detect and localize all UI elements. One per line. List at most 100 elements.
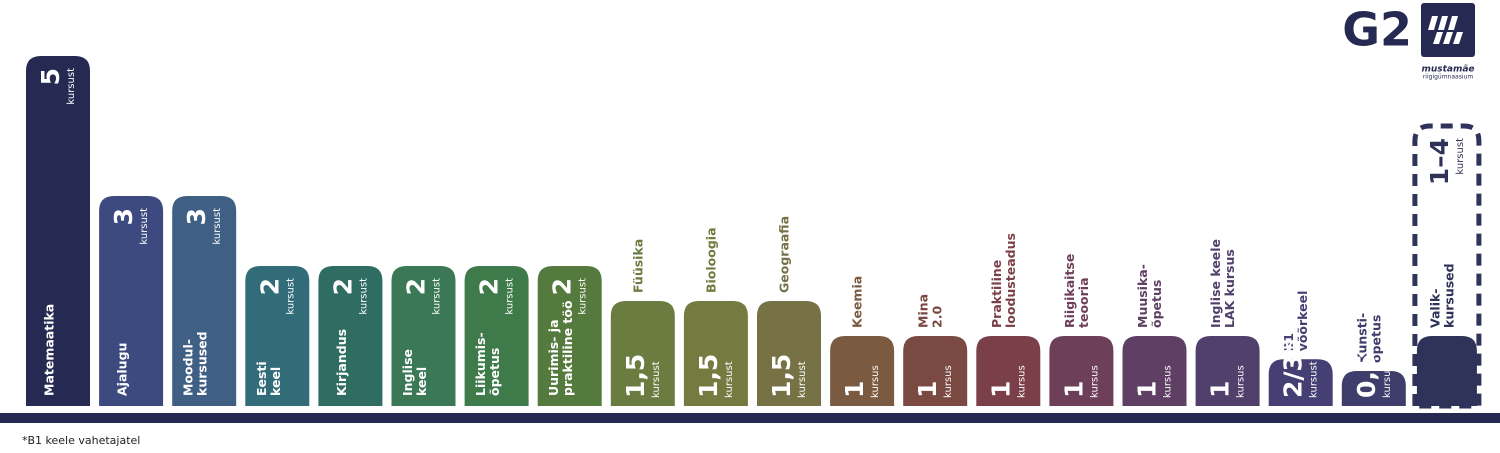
value-group: 1 kursus <box>1059 365 1100 398</box>
bar-label: Ajalugu <box>115 343 130 396</box>
bar-label-line: Bioloogia <box>703 227 718 293</box>
value-label: 1,5 <box>767 354 796 398</box>
bar-label: Bioloogia <box>703 227 718 293</box>
logo-icon <box>1428 16 1463 44</box>
bar <box>1268 359 1333 406</box>
bar-label: Füüsika <box>630 239 645 293</box>
bar-label: Riigikaitse teooria <box>1062 254 1091 328</box>
logo-mark: G2 <box>1342 3 1412 57</box>
bar-label-line: õpetus <box>487 348 502 396</box>
bar-label: Mina 2.0 <box>916 294 945 328</box>
value-label: 1 <box>913 381 942 398</box>
value-label: 1 <box>986 381 1015 398</box>
value-group: 1 kursus <box>1206 365 1247 398</box>
bar-label-line: praktiline töö <box>560 300 575 396</box>
value-label: 2 <box>548 278 577 295</box>
bar <box>683 301 748 406</box>
unit-label: kursust <box>724 361 735 398</box>
bar-label: Inglise keele LAK kursus <box>1208 239 1237 328</box>
bar-label-line: Riigikaitse <box>1062 254 1077 328</box>
value-label: 2 <box>402 278 431 295</box>
bar-label-line: Füüsika <box>630 239 645 293</box>
bar-label-line: Kunsti- <box>1354 313 1369 363</box>
value-group: 2 kursust <box>255 278 296 315</box>
bar-label-line: keel <box>414 367 429 396</box>
bar <box>903 336 968 406</box>
bar-label-line: kursused <box>195 331 210 396</box>
bar-label-line: Uurimis- ja <box>546 319 561 396</box>
bar-label-line: Liikumis- <box>473 332 488 396</box>
unit-label: kursust <box>505 278 516 315</box>
unit-label: kursust <box>1382 361 1393 398</box>
value-group: 2 kursust <box>328 278 369 315</box>
unit-label: kursust <box>651 361 662 398</box>
bar-label-line: Geograafia <box>777 216 792 293</box>
bar <box>610 301 675 406</box>
unit-label: kursus <box>1016 365 1027 398</box>
value-label: 1 <box>1133 381 1162 398</box>
bar-label: Kirjandus <box>334 329 349 396</box>
bar-label-line: Eesti <box>254 361 269 396</box>
footnote: *B1 keele vahetajatel <box>22 434 140 447</box>
bar-label: Inglise keel <box>400 349 429 396</box>
bar <box>172 196 237 406</box>
unit-label: kursust <box>212 208 223 245</box>
unit-label: kursust <box>578 278 589 315</box>
baseline-band <box>0 413 1500 423</box>
bar-label-line: keel <box>268 367 283 396</box>
bar-label: Matemaatika <box>42 304 57 396</box>
value-label: 2 <box>328 278 357 295</box>
range-outline <box>1412 123 1482 409</box>
unit-label: kursust <box>1455 138 1466 175</box>
unit-label: kursus <box>943 365 954 398</box>
bar-label: Uurimis- ja praktiline töö <box>546 300 575 396</box>
value-group: 3 kursust <box>109 208 150 245</box>
bar-label-line: 2.0 <box>930 306 945 328</box>
bar-label: Muusika-õpetus <box>1135 264 1164 328</box>
bar-label: Moodul-kursused <box>181 331 210 396</box>
value-group: 2 kursust <box>548 278 589 315</box>
bar <box>1416 336 1477 406</box>
value-label: 1,5 <box>694 354 723 398</box>
bar-label-line: B1 <box>1281 333 1296 351</box>
value-group: 0,5 kursust <box>1352 354 1393 398</box>
bar-label-line: Matemaatika <box>42 304 57 396</box>
bar-label-line: õpetus <box>1149 280 1164 328</box>
bar <box>830 336 895 406</box>
value-label: 1,5 <box>621 354 650 398</box>
unit-label: kursus <box>1236 365 1247 398</box>
value-label: 2 <box>475 278 504 295</box>
value-label: 1–4 <box>1425 138 1454 185</box>
bar <box>1049 336 1114 406</box>
unit-label: kursust <box>1309 361 1320 398</box>
unit-label: kursus <box>1163 365 1174 398</box>
bar-label-line: Moodul- <box>181 339 196 396</box>
unit-label: kursust <box>66 68 77 105</box>
logo-name: mustamäe <box>1421 65 1474 75</box>
logo: G2 mustamäe riigigümnaasium <box>1342 3 1475 81</box>
value-group: 1 kursus <box>1133 365 1174 398</box>
logo-sub: riigigümnaasium <box>1423 74 1473 81</box>
bar-label-line: Inglise keele <box>1208 239 1223 328</box>
value-group: 2 kursust <box>402 278 443 315</box>
bar-label: Valik-kursused <box>1427 263 1456 328</box>
value-group: 1 kursus <box>913 365 954 398</box>
value-label: 1 <box>840 381 869 398</box>
bar <box>99 196 164 406</box>
unit-label: kursust <box>139 208 150 245</box>
bar-label-line: loodusteadus <box>1003 233 1018 328</box>
value-group: 1 kursus <box>840 365 881 398</box>
bar <box>26 56 90 406</box>
bar-label-line: LAK kursus <box>1222 249 1237 328</box>
value-group: 5 kursust <box>36 68 77 105</box>
bar <box>245 266 310 406</box>
bar-label-line: Kirjandus <box>334 329 349 396</box>
unit-label: kursust <box>432 278 443 315</box>
bar-label-line: Mina <box>916 294 931 328</box>
bar-label-line: Muusika- <box>1135 264 1150 328</box>
bar-label: B1 võõrkeel <box>1281 291 1310 352</box>
value-group: 1–4 kursust <box>1425 138 1466 185</box>
value-label: 2/3* <box>1279 341 1308 398</box>
bar-label-line: Keemia <box>850 276 865 328</box>
unit-label: kursust <box>797 361 808 398</box>
